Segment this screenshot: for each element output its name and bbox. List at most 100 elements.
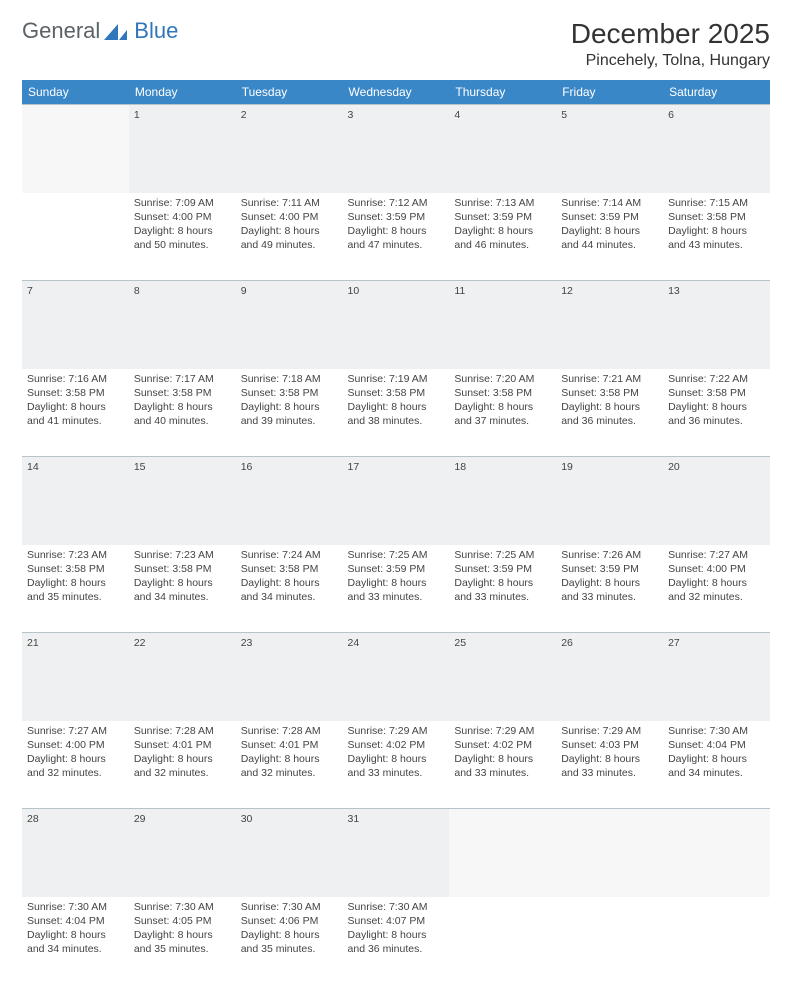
daylight-line: Daylight: 8 hours and 47 minutes. xyxy=(348,224,445,252)
sunset-line: Sunset: 4:00 PM xyxy=(134,210,231,224)
day-number: 13 xyxy=(663,281,770,369)
day-number: 12 xyxy=(556,281,663,369)
day-cell: Sunrise: 7:27 AMSunset: 4:00 PMDaylight:… xyxy=(663,545,770,633)
sunset-line: Sunset: 4:05 PM xyxy=(134,914,231,928)
sunrise-line: Sunrise: 7:29 AM xyxy=(561,724,658,738)
sunrise-line: Sunrise: 7:20 AM xyxy=(454,372,551,386)
weekday-header: Wednesday xyxy=(343,80,450,105)
day-cell: Sunrise: 7:11 AMSunset: 4:00 PMDaylight:… xyxy=(236,193,343,281)
day-number xyxy=(449,809,556,897)
sunrise-line: Sunrise: 7:29 AM xyxy=(348,724,445,738)
day-cell xyxy=(556,897,663,985)
day-cell: Sunrise: 7:19 AMSunset: 3:58 PMDaylight:… xyxy=(343,369,450,457)
daylight-line: Daylight: 8 hours and 32 minutes. xyxy=(27,752,124,780)
day-cell: Sunrise: 7:22 AMSunset: 3:58 PMDaylight:… xyxy=(663,369,770,457)
day-cell xyxy=(663,897,770,985)
sunset-line: Sunset: 4:02 PM xyxy=(348,738,445,752)
sunrise-line: Sunrise: 7:26 AM xyxy=(561,548,658,562)
day-number: 19 xyxy=(556,457,663,545)
daylight-line: Daylight: 8 hours and 36 minutes. xyxy=(348,928,445,956)
content-row: Sunrise: 7:27 AMSunset: 4:00 PMDaylight:… xyxy=(22,721,770,809)
weekday-header: Monday xyxy=(129,80,236,105)
day-cell: Sunrise: 7:27 AMSunset: 4:00 PMDaylight:… xyxy=(22,721,129,809)
weekday-header: Friday xyxy=(556,80,663,105)
sunrise-line: Sunrise: 7:22 AM xyxy=(668,372,765,386)
sunrise-line: Sunrise: 7:28 AM xyxy=(134,724,231,738)
day-number: 3 xyxy=(343,105,450,193)
sunset-line: Sunset: 4:04 PM xyxy=(668,738,765,752)
daynum-row: 14151617181920 xyxy=(22,457,770,545)
daylight-line: Daylight: 8 hours and 36 minutes. xyxy=(668,400,765,428)
day-cell: Sunrise: 7:20 AMSunset: 3:58 PMDaylight:… xyxy=(449,369,556,457)
day-cell: Sunrise: 7:28 AMSunset: 4:01 PMDaylight:… xyxy=(236,721,343,809)
daylight-line: Daylight: 8 hours and 34 minutes. xyxy=(668,752,765,780)
sunrise-line: Sunrise: 7:27 AM xyxy=(668,548,765,562)
day-cell: Sunrise: 7:29 AMSunset: 4:02 PMDaylight:… xyxy=(449,721,556,809)
daylight-line: Daylight: 8 hours and 33 minutes. xyxy=(561,576,658,604)
sunrise-line: Sunrise: 7:11 AM xyxy=(241,196,338,210)
calendar-header: SundayMondayTuesdayWednesdayThursdayFrid… xyxy=(22,80,770,105)
daylight-line: Daylight: 8 hours and 35 minutes. xyxy=(134,928,231,956)
logo-text-1: General xyxy=(22,18,100,44)
sunrise-line: Sunrise: 7:23 AM xyxy=(27,548,124,562)
daylight-line: Daylight: 8 hours and 49 minutes. xyxy=(241,224,338,252)
sunrise-line: Sunrise: 7:30 AM xyxy=(134,900,231,914)
daylight-line: Daylight: 8 hours and 39 minutes. xyxy=(241,400,338,428)
daynum-row: 21222324252627 xyxy=(22,633,770,721)
day-cell: Sunrise: 7:29 AMSunset: 4:02 PMDaylight:… xyxy=(343,721,450,809)
day-number: 8 xyxy=(129,281,236,369)
day-cell: Sunrise: 7:30 AMSunset: 4:04 PMDaylight:… xyxy=(663,721,770,809)
weekday-header: Saturday xyxy=(663,80,770,105)
daylight-line: Daylight: 8 hours and 43 minutes. xyxy=(668,224,765,252)
logo-triangle-icon xyxy=(104,22,130,40)
content-row: Sunrise: 7:23 AMSunset: 3:58 PMDaylight:… xyxy=(22,545,770,633)
daylight-line: Daylight: 8 hours and 34 minutes. xyxy=(134,576,231,604)
day-number: 16 xyxy=(236,457,343,545)
daylight-line: Daylight: 8 hours and 44 minutes. xyxy=(561,224,658,252)
sunrise-line: Sunrise: 7:19 AM xyxy=(348,372,445,386)
sunset-line: Sunset: 3:59 PM xyxy=(348,210,445,224)
sunset-line: Sunset: 4:07 PM xyxy=(348,914,445,928)
day-number: 25 xyxy=(449,633,556,721)
daylight-line: Daylight: 8 hours and 50 minutes. xyxy=(134,224,231,252)
day-number xyxy=(22,105,129,193)
day-number: 2 xyxy=(236,105,343,193)
sunrise-line: Sunrise: 7:27 AM xyxy=(27,724,124,738)
daylight-line: Daylight: 8 hours and 38 minutes. xyxy=(348,400,445,428)
day-number: 26 xyxy=(556,633,663,721)
day-number: 6 xyxy=(663,105,770,193)
daylight-line: Daylight: 8 hours and 34 minutes. xyxy=(27,928,124,956)
sunrise-line: Sunrise: 7:25 AM xyxy=(348,548,445,562)
day-cell: Sunrise: 7:23 AMSunset: 3:58 PMDaylight:… xyxy=(22,545,129,633)
sunset-line: Sunset: 4:06 PM xyxy=(241,914,338,928)
day-cell: Sunrise: 7:24 AMSunset: 3:58 PMDaylight:… xyxy=(236,545,343,633)
day-cell: Sunrise: 7:29 AMSunset: 4:03 PMDaylight:… xyxy=(556,721,663,809)
title-block: December 2025 Pincehely, Tolna, Hungary xyxy=(571,18,770,70)
sunset-line: Sunset: 4:03 PM xyxy=(561,738,658,752)
day-cell: Sunrise: 7:15 AMSunset: 3:58 PMDaylight:… xyxy=(663,193,770,281)
day-number: 14 xyxy=(22,457,129,545)
day-number: 5 xyxy=(556,105,663,193)
day-cell: Sunrise: 7:18 AMSunset: 3:58 PMDaylight:… xyxy=(236,369,343,457)
day-cell: Sunrise: 7:23 AMSunset: 3:58 PMDaylight:… xyxy=(129,545,236,633)
day-cell: Sunrise: 7:16 AMSunset: 3:58 PMDaylight:… xyxy=(22,369,129,457)
sunset-line: Sunset: 4:01 PM xyxy=(241,738,338,752)
day-number: 11 xyxy=(449,281,556,369)
weekday-header: Tuesday xyxy=(236,80,343,105)
day-cell xyxy=(449,897,556,985)
daylight-line: Daylight: 8 hours and 34 minutes. xyxy=(241,576,338,604)
sunrise-line: Sunrise: 7:28 AM xyxy=(241,724,338,738)
sunset-line: Sunset: 4:00 PM xyxy=(27,738,124,752)
logo: General Blue xyxy=(22,18,178,44)
location: Pincehely, Tolna, Hungary xyxy=(571,52,770,70)
day-number: 20 xyxy=(663,457,770,545)
sunrise-line: Sunrise: 7:13 AM xyxy=(454,196,551,210)
day-number: 30 xyxy=(236,809,343,897)
sunset-line: Sunset: 4:00 PM xyxy=(241,210,338,224)
day-cell: Sunrise: 7:30 AMSunset: 4:07 PMDaylight:… xyxy=(343,897,450,985)
sunset-line: Sunset: 3:58 PM xyxy=(454,386,551,400)
day-number: 31 xyxy=(343,809,450,897)
day-number: 29 xyxy=(129,809,236,897)
day-number: 18 xyxy=(449,457,556,545)
daylight-line: Daylight: 8 hours and 32 minutes. xyxy=(668,576,765,604)
